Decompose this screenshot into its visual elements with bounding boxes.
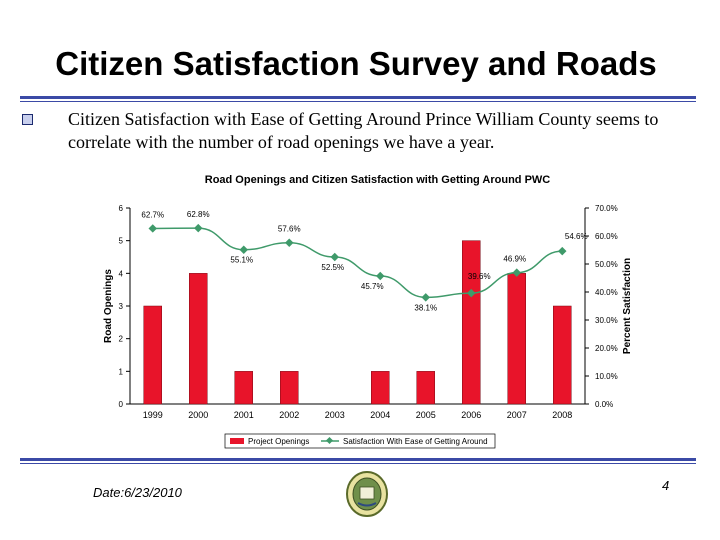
- satisfaction-point: [558, 246, 567, 256]
- satisfaction-point: [421, 293, 430, 302]
- right-axis-tick-label: 10.0%: [595, 372, 618, 381]
- bullet-text: Citizen Satisfaction with Ease of Gettin…: [68, 109, 659, 152]
- right-axis-tick-label: 40.0%: [595, 288, 618, 297]
- satisfaction-point: [285, 238, 294, 247]
- right-axis-tick-label: 20.0%: [595, 344, 618, 353]
- legend-swatch-point: [325, 436, 334, 445]
- x-axis-tick-label: 2004: [370, 410, 390, 420]
- satisfaction-point: [330, 252, 339, 262]
- bar-project-openings: [371, 371, 390, 405]
- satisfaction-data-label: 62.7%: [141, 210, 164, 219]
- x-axis-tick-label: 2000: [188, 410, 208, 420]
- right-axis-title: Percent Satisfaction: [622, 258, 633, 354]
- satisfaction-data-label: 62.8%: [187, 210, 210, 219]
- satisfaction-data-label: 45.7%: [361, 282, 384, 291]
- chart-title: Road Openings and Citizen Satisfaction w…: [205, 174, 551, 186]
- left-axis-tick-label: 5: [119, 237, 124, 246]
- satisfaction-data-label: 55.1%: [230, 256, 253, 265]
- title-rule-thin: [20, 101, 696, 102]
- left-axis-tick-label: 6: [119, 204, 124, 213]
- checkbox-bullet-icon: [22, 114, 33, 125]
- x-axis-tick-label: 2001: [234, 410, 254, 420]
- right-axis-tick-label: 60.0%: [595, 232, 618, 241]
- right-axis-tick-label: 70.0%: [595, 204, 618, 213]
- satisfaction-data-label: 38.1%: [414, 303, 437, 312]
- legend-label-bar: Project Openings: [248, 437, 309, 446]
- footer-date: Date:6/23/2010: [93, 485, 182, 500]
- satisfaction-point: [239, 245, 248, 254]
- footer-rule-thick: [20, 458, 696, 461]
- satisfaction-data-label: 46.9%: [503, 255, 526, 264]
- satisfaction-point: [148, 224, 157, 233]
- right-axis-tick-label: 30.0%: [595, 316, 618, 325]
- bar-project-openings: [553, 305, 572, 405]
- x-axis-tick-label: 2002: [279, 410, 299, 420]
- legend-label-line: Satisfaction With Ease of Getting Around: [343, 437, 488, 446]
- satisfaction-point: [376, 271, 385, 281]
- left-axis-tick-label: 3: [119, 302, 124, 311]
- left-axis-tick-label: 4: [119, 269, 124, 278]
- legend-box: [224, 433, 496, 449]
- satisfaction-data-label: 39.6%: [468, 272, 491, 281]
- x-axis-tick-label: 2007: [507, 410, 527, 420]
- satisfaction-data-label: 52.5%: [321, 263, 344, 272]
- bar-project-openings: [189, 273, 208, 405]
- footer-rule-thin: [20, 463, 696, 464]
- bar-project-openings: [462, 240, 481, 405]
- right-axis-tick-label: 50.0%: [595, 260, 618, 269]
- satisfaction-point: [467, 288, 476, 298]
- left-axis-tick-label: 1: [119, 367, 124, 376]
- x-axis-tick-label: 2008: [552, 410, 572, 420]
- county-seal-icon: [346, 471, 388, 517]
- bar-project-openings: [507, 273, 526, 405]
- combo-chart: Road Openings and Citizen Satisfaction w…: [103, 174, 633, 449]
- legend-swatch-bar: [230, 438, 244, 444]
- x-axis-tick-label: 2005: [416, 410, 436, 420]
- bar-project-openings: [234, 371, 253, 405]
- satisfaction-data-label: 54.6%: [565, 232, 588, 241]
- bar-project-openings: [280, 371, 299, 405]
- satisfaction-line: [152, 227, 563, 299]
- left-axis-tick-label: 0: [119, 400, 124, 409]
- title-rule-thick: [20, 96, 696, 99]
- x-axis-tick-label: 2006: [461, 410, 481, 420]
- bar-project-openings: [416, 371, 435, 405]
- page-number: 4: [662, 478, 670, 493]
- slide-title: Citizen Satisfaction Survey and Roads: [55, 45, 657, 82]
- left-axis-tick-label: 2: [119, 335, 124, 344]
- x-axis-tick-label: 1999: [143, 410, 163, 420]
- satisfaction-data-label: 57.6%: [278, 225, 301, 234]
- right-axis-tick-label: 0.0%: [595, 400, 613, 409]
- left-axis-title: Road Openings: [103, 269, 114, 343]
- satisfaction-point: [194, 223, 203, 233]
- x-axis-tick-label: 2003: [325, 410, 345, 420]
- bar-project-openings: [143, 305, 162, 405]
